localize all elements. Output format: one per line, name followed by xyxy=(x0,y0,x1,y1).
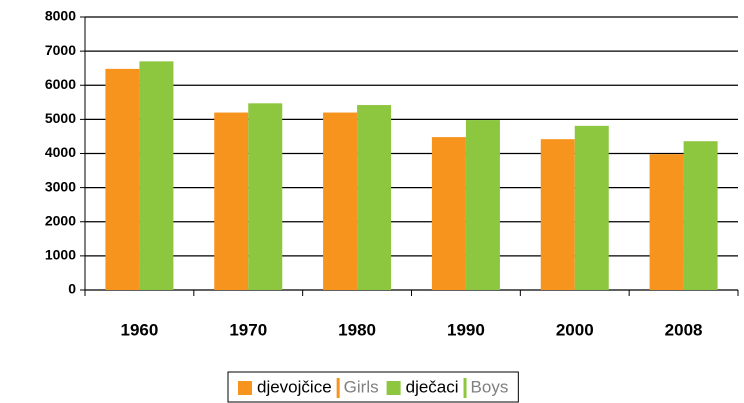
y-tick-label: 8000 xyxy=(45,8,76,24)
legend-separator xyxy=(336,378,340,398)
y-tick-label: 7000 xyxy=(45,42,76,58)
y-tick-label: 3000 xyxy=(45,178,76,194)
bar xyxy=(323,112,358,290)
x-tick-label: 1970 xyxy=(229,320,267,339)
y-tick-label: 0 xyxy=(68,281,76,297)
legend-label-en: Girls xyxy=(344,377,379,396)
y-tick-label: 2000 xyxy=(45,212,76,228)
x-tick-label: 2000 xyxy=(556,320,594,339)
x-tick-label: 1960 xyxy=(121,320,159,339)
bar xyxy=(574,125,609,290)
y-tick-label: 4000 xyxy=(45,144,76,160)
legend-label-en: Boys xyxy=(471,377,509,396)
bar xyxy=(139,61,174,290)
bar xyxy=(465,120,500,291)
bar xyxy=(683,141,718,290)
legend-separator xyxy=(463,378,467,398)
x-tick-label: 1980 xyxy=(338,320,376,339)
legend-swatch xyxy=(238,381,252,395)
bar xyxy=(431,137,466,290)
x-tick-label: 1990 xyxy=(447,320,485,339)
bar xyxy=(248,103,283,291)
legend-label: djevojčice xyxy=(257,377,332,396)
bar xyxy=(357,105,392,290)
y-tick-label: 6000 xyxy=(45,76,76,92)
bar xyxy=(540,139,575,290)
bar xyxy=(214,112,249,290)
bar xyxy=(649,154,684,290)
y-tick-label: 5000 xyxy=(45,110,76,126)
bar xyxy=(105,68,140,291)
y-tick-label: 1000 xyxy=(45,247,76,263)
legend-box xyxy=(227,371,519,403)
legend-swatch xyxy=(386,381,401,395)
legend-label: dječaci xyxy=(406,377,459,396)
x-tick-label: 2008 xyxy=(665,320,703,339)
